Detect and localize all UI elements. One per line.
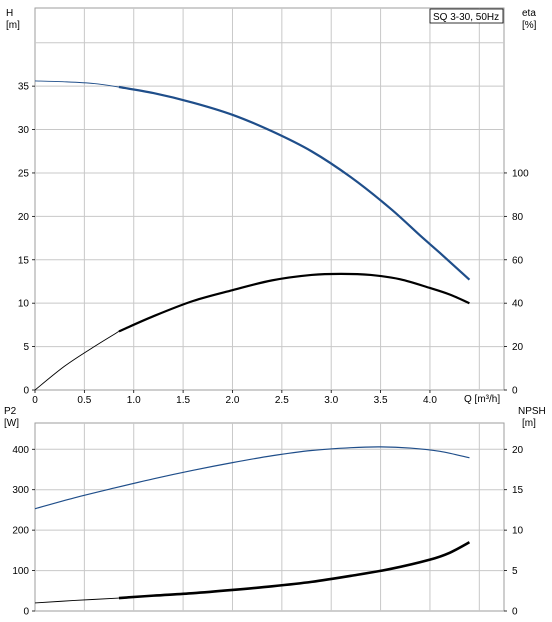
left-tick-label: 200: [12, 526, 29, 537]
left-tick-label: 400: [12, 445, 29, 456]
series-line-thin: [34, 80, 119, 88]
head-axis-unit: [m]: [6, 20, 20, 31]
right-tick-label: 20: [512, 342, 524, 353]
bottom-series-group: [34, 446, 471, 604]
left-tick-label: 25: [18, 168, 30, 179]
left-tick-label: 0: [23, 386, 29, 397]
series-line: [118, 541, 471, 600]
x-tick-label: 3.5: [374, 395, 388, 406]
top-gridlines: [35, 8, 504, 390]
right-tick-label: 20: [512, 445, 524, 456]
series-line-thin: [34, 331, 120, 391]
head-axis-ticks: 0 5 10 15 20 25 30 35: [18, 82, 35, 397]
x-tick-label: 3.0: [324, 395, 338, 406]
top-series-group: [34, 80, 471, 391]
series-line: [118, 85, 471, 281]
flow-axis-ticks: 0 0.5 1.0 1.5 2.0 2.5 3.0 3.5 4.0: [32, 390, 437, 406]
left-tick-label: 35: [18, 82, 30, 93]
eta-axis-label: eta: [522, 8, 536, 19]
x-tick-label: 4.0: [423, 395, 437, 406]
series-line: [118, 272, 470, 333]
left-tick-label: 0: [23, 607, 29, 618]
npsh-axis-label: NPSH: [518, 406, 546, 417]
right-tick-label: 100: [512, 168, 529, 179]
right-tick-label: 10: [512, 526, 524, 537]
right-tick-label: 80: [512, 212, 524, 223]
top-plot-area: [34, 7, 505, 391]
power-npsh-panel: 0 100 200 300 400 0 5 10 15 20 P2 [W] NPSH [m]: [4, 406, 546, 618]
power-axis-label: P2: [4, 406, 17, 417]
x-tick-label: 1.0: [127, 395, 141, 406]
model-badge: SQ 3-30, 50Hz: [433, 12, 499, 23]
left-tick-label: 5: [23, 342, 29, 353]
right-tick-label: 15: [512, 485, 524, 496]
left-tick-label: 15: [18, 255, 30, 266]
head-axis-label: H: [6, 8, 13, 19]
head-efficiency-panel: 0 5 10 15 20 25 30 35 0 20 40 60 80 100 0 0.5 1.0 1.5 2.…: [6, 7, 537, 406]
x-tick-label: 1.5: [176, 395, 190, 406]
npsh-axis-ticks: 0 5 10 15 20: [504, 445, 524, 618]
right-tick-label: 60: [512, 255, 524, 266]
x-tick-label: 2.0: [226, 395, 240, 406]
eta-axis-unit: [%]: [522, 20, 537, 31]
model-badge-box: [429, 8, 504, 24]
x-tick-label: 0: [32, 395, 38, 406]
right-tick-label: 0: [512, 607, 518, 618]
series-line-thin: [34, 597, 119, 604]
x-tick-label: 0.5: [77, 395, 91, 406]
left-tick-label: 30: [18, 125, 30, 136]
right-tick-label: 40: [512, 299, 524, 310]
power-axis-unit: [W]: [4, 418, 19, 429]
left-tick-label: 20: [18, 212, 30, 223]
flow-axis-label: Q [m³/h]: [464, 394, 500, 405]
right-tick-label: 5: [512, 566, 518, 577]
bottom-plot-area: [34, 422, 505, 612]
npsh-axis-unit: [m]: [522, 418, 536, 429]
x-tick-label: 2.5: [275, 395, 289, 406]
right-tick-label: 0: [512, 386, 518, 397]
left-tick-label: 10: [18, 299, 30, 310]
eta-axis-ticks: 0 20 40 60 80 100: [504, 168, 529, 397]
power-axis-ticks: 0 100 200 300 400: [12, 445, 35, 618]
left-tick-label: 100: [12, 566, 29, 577]
left-tick-label: 300: [12, 485, 29, 496]
series-line: [34, 446, 470, 510]
